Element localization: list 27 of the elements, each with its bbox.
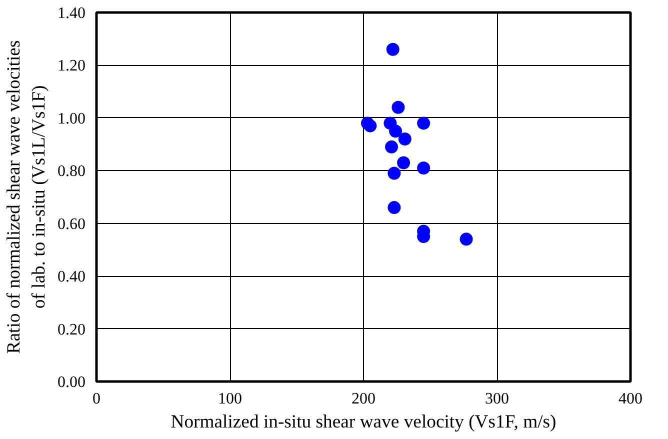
point bbox=[388, 201, 401, 214]
y-tick-label: 1.20 bbox=[58, 58, 86, 75]
x-tick-label: 400 bbox=[618, 390, 642, 408]
y-tick-label: 1.40 bbox=[58, 5, 86, 22]
x-tick-label: 200 bbox=[352, 390, 376, 408]
x-tick-label: 300 bbox=[485, 390, 509, 408]
y-tick-label: 0.00 bbox=[58, 374, 86, 391]
point bbox=[385, 140, 398, 154]
y-tick-label: 0.60 bbox=[58, 216, 86, 233]
point bbox=[460, 232, 473, 246]
x-tick-label: 100 bbox=[218, 390, 242, 408]
point bbox=[386, 42, 400, 56]
y-axis-title: Ratio of normalized shear wave velocities of lab. to in-situ (Vs1L/Vs1F) bbox=[3, 40, 50, 354]
point bbox=[417, 116, 430, 130]
x-tick-label: 0 bbox=[92, 390, 100, 408]
point bbox=[392, 100, 405, 114]
point bbox=[417, 162, 430, 174]
x-axis-title: Normalized in-situ shear wave velocity (Vs1F, m/s) bbox=[170, 412, 556, 432]
point bbox=[397, 156, 410, 170]
point bbox=[388, 166, 401, 180]
point bbox=[364, 119, 377, 132]
y-tick-label: 0.40 bbox=[58, 268, 86, 286]
y-tick-label: 0.80 bbox=[58, 163, 86, 180]
y-tick-label: 1.00 bbox=[58, 110, 86, 128]
y-tick-label: 0.20 bbox=[58, 321, 86, 338]
point bbox=[398, 132, 412, 146]
point bbox=[389, 124, 402, 138]
